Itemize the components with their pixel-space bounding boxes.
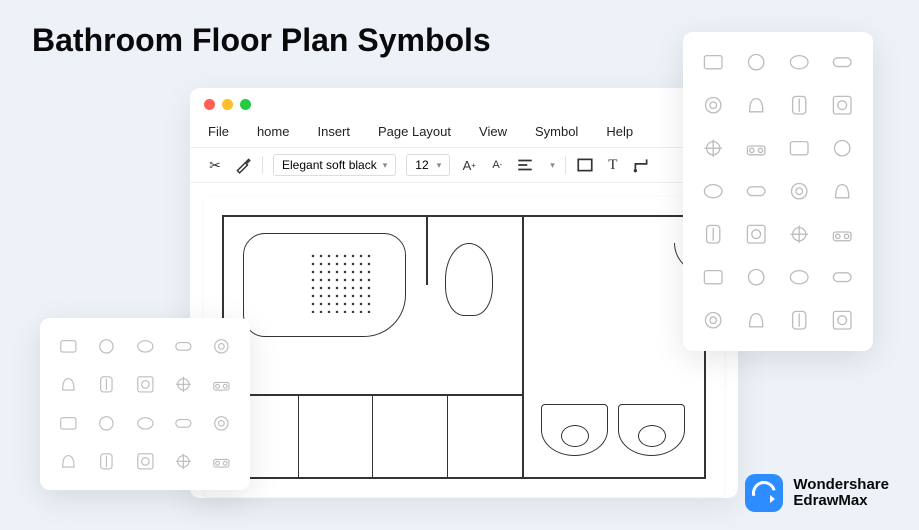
symbol-palette-right: [683, 32, 873, 351]
brand-logo-icon: [745, 474, 783, 512]
divider: [262, 156, 263, 174]
symbol-item[interactable]: [697, 304, 730, 337]
text-icon[interactable]: T: [604, 156, 622, 174]
chevron-down-icon: ▾: [437, 160, 442, 171]
canvas-area: [190, 183, 738, 497]
menu-insert[interactable]: Insert: [317, 124, 350, 139]
symbol-item[interactable]: [740, 132, 773, 165]
symbol-item[interactable]: [783, 46, 816, 79]
symbol-item[interactable]: [208, 370, 236, 398]
font-shrink-icon[interactable]: A-: [488, 156, 506, 174]
symbol-item[interactable]: [697, 46, 730, 79]
titlebar: [190, 88, 738, 120]
brand: Wondershare EdrawMax: [745, 474, 889, 512]
symbol-item[interactable]: [826, 261, 859, 294]
canvas[interactable]: [204, 197, 724, 497]
symbol-item[interactable]: [54, 409, 82, 437]
font-size-select[interactable]: 12 ▾: [406, 154, 450, 176]
symbol-item[interactable]: [208, 332, 236, 360]
page-title: Bathroom Floor Plan Symbols: [32, 22, 491, 59]
symbol-item[interactable]: [783, 261, 816, 294]
symbol-item[interactable]: [783, 175, 816, 208]
symbol-item[interactable]: [783, 132, 816, 165]
symbol-item[interactable]: [697, 132, 730, 165]
symbol-item[interactable]: [783, 304, 816, 337]
divider: [565, 156, 566, 174]
symbol-item[interactable]: [740, 46, 773, 79]
font-name-label: Elegant soft black: [282, 158, 377, 172]
zoom-dot[interactable]: [240, 99, 251, 110]
font-size-label: 12: [415, 158, 428, 172]
symbol-item[interactable]: [826, 89, 859, 122]
symbol-item[interactable]: [826, 175, 859, 208]
symbol-item[interactable]: [697, 218, 730, 251]
menu-help[interactable]: Help: [606, 124, 633, 139]
toolbar: ✂ Elegant soft black ▾ 12 ▾ A+ A- ▾ T: [190, 147, 738, 183]
symbol-item[interactable]: [92, 447, 120, 475]
symbol-item[interactable]: [826, 46, 859, 79]
cabinets: [224, 394, 522, 477]
symbol-item[interactable]: [54, 370, 82, 398]
symbol-palette-left: [40, 318, 250, 490]
symbol-item[interactable]: [740, 89, 773, 122]
symbol-item[interactable]: [92, 370, 120, 398]
symbol-item[interactable]: [697, 89, 730, 122]
font-grow-icon[interactable]: A+: [460, 156, 478, 174]
symbol-item[interactable]: [697, 175, 730, 208]
symbol-item[interactable]: [208, 409, 236, 437]
symbol-item[interactable]: [740, 218, 773, 251]
symbol-item[interactable]: [740, 261, 773, 294]
symbol-item[interactable]: [826, 132, 859, 165]
menu-home[interactable]: home: [257, 124, 290, 139]
chevron-down-icon: ▾: [550, 160, 555, 171]
floor-plan: [222, 215, 706, 479]
cut-icon[interactable]: ✂: [206, 156, 224, 174]
menu-view[interactable]: View: [479, 124, 507, 139]
symbol-item[interactable]: [740, 175, 773, 208]
symbol-item[interactable]: [169, 370, 197, 398]
brand-line1: Wondershare: [793, 477, 889, 494]
symbol-item[interactable]: [169, 447, 197, 475]
symbol-item[interactable]: [826, 304, 859, 337]
font-select[interactable]: Elegant soft black ▾: [273, 154, 396, 176]
sink-symbol: [618, 404, 685, 456]
symbol-item[interactable]: [169, 332, 197, 360]
symbol-item[interactable]: [783, 89, 816, 122]
sink-symbol: [541, 404, 608, 456]
bathtub-symbol: [243, 233, 406, 337]
symbol-item[interactable]: [740, 304, 773, 337]
app-window: File home Insert Page Layout View Symbol…: [190, 88, 738, 498]
brand-text: Wondershare EdrawMax: [793, 477, 889, 510]
chevron-down-icon: ▾: [383, 160, 388, 171]
symbol-item[interactable]: [208, 447, 236, 475]
menu-symbol[interactable]: Symbol: [535, 124, 578, 139]
symbol-item[interactable]: [54, 332, 82, 360]
symbol-item[interactable]: [131, 370, 159, 398]
connector-icon[interactable]: [632, 156, 650, 174]
minimize-dot[interactable]: [222, 99, 233, 110]
symbol-item[interactable]: [131, 409, 159, 437]
symbol-item[interactable]: [697, 261, 730, 294]
menu-page-layout[interactable]: Page Layout: [378, 124, 451, 139]
symbol-item[interactable]: [131, 447, 159, 475]
brand-line2: EdrawMax: [793, 493, 889, 510]
symbol-item[interactable]: [169, 409, 197, 437]
menu-file[interactable]: File: [208, 124, 229, 139]
symbol-item[interactable]: [92, 332, 120, 360]
rect-icon[interactable]: [576, 156, 594, 174]
menubar: File home Insert Page Layout View Symbol…: [190, 120, 738, 147]
symbol-item[interactable]: [92, 409, 120, 437]
paint-icon[interactable]: [234, 156, 252, 174]
toilet-symbol: [445, 243, 493, 316]
symbol-item[interactable]: [783, 218, 816, 251]
close-dot[interactable]: [204, 99, 215, 110]
symbol-item[interactable]: [54, 447, 82, 475]
symbol-item[interactable]: [826, 218, 859, 251]
align-icon[interactable]: [516, 156, 534, 174]
symbol-item[interactable]: [131, 332, 159, 360]
